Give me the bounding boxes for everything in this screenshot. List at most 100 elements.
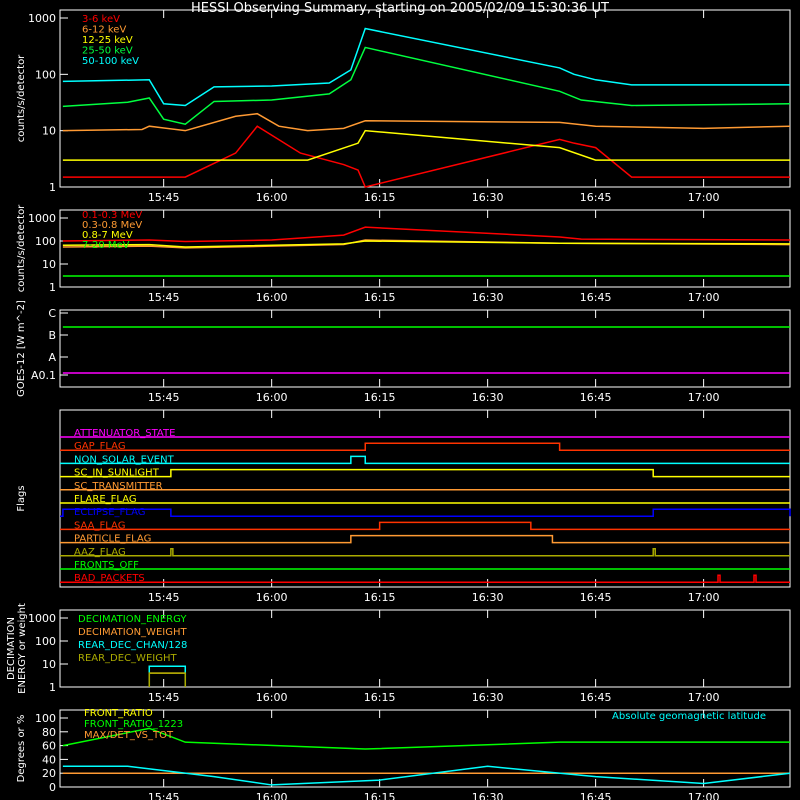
y-tick-label: 10 bbox=[42, 125, 56, 138]
flag-label: FRONTS_OFF bbox=[74, 560, 139, 571]
y-axis-label: ENERGY or weight bbox=[17, 603, 28, 694]
y-axis-label: GOES-12 [W m^-2] bbox=[16, 300, 27, 397]
time-tick-label: 16:00 bbox=[256, 391, 288, 404]
time-tick-label: 16:45 bbox=[580, 691, 612, 704]
legend-entry: REAR_DEC_CHAN/128 bbox=[78, 640, 187, 651]
y-tick-label: 10 bbox=[42, 658, 56, 671]
legend-entry: DECIMATION_ENERGY bbox=[78, 614, 187, 625]
y-tick-label: 80 bbox=[42, 726, 56, 739]
series-line bbox=[62, 27, 790, 107]
flag-label: ATTENUATOR_STATE bbox=[74, 428, 175, 439]
time-tick-label: 17:00 bbox=[688, 191, 720, 204]
decimation-line bbox=[148, 672, 187, 687]
flag-line bbox=[60, 521, 790, 531]
y-tick-label: A bbox=[48, 351, 56, 364]
y-tick-label: 1 bbox=[49, 181, 56, 194]
time-tick-label: 16:00 bbox=[256, 191, 288, 204]
y-tick-label: 1000 bbox=[28, 12, 56, 25]
geomagnetic-latitude-label: Absolute geomagnetic latitude bbox=[612, 711, 766, 722]
panel-frame-5 bbox=[59, 609, 791, 688]
time-tick-label: 17:00 bbox=[688, 791, 720, 800]
time-tick-label: 16:15 bbox=[364, 291, 396, 304]
series-line bbox=[62, 129, 790, 161]
time-tick-label: 16:15 bbox=[364, 191, 396, 204]
panel-frame-3 bbox=[59, 309, 791, 388]
y-tick-label: 100 bbox=[35, 635, 56, 648]
time-tick-label: 16:00 bbox=[256, 591, 288, 604]
flag-line bbox=[60, 508, 791, 517]
flag-label: PARTICLE_FLAG bbox=[74, 534, 151, 545]
time-tick-label: 16:30 bbox=[472, 591, 504, 604]
y-tick-label: B bbox=[48, 329, 56, 342]
flag-line bbox=[60, 468, 790, 478]
legend-entry: 7-20 MeV bbox=[82, 240, 130, 251]
y-tick-label: 100 bbox=[35, 68, 56, 81]
y-tick-label: A0.1 bbox=[31, 369, 56, 382]
y-axis-label: Degrees or % bbox=[16, 715, 27, 783]
flag-line bbox=[60, 534, 790, 544]
decimation-line bbox=[148, 665, 187, 687]
time-tick-label: 16:30 bbox=[472, 691, 504, 704]
series-line bbox=[62, 46, 791, 126]
time-tick-label: 15:45 bbox=[148, 191, 180, 204]
time-tick-label: 16:45 bbox=[580, 591, 612, 604]
flag-label: GAP_FLAG bbox=[74, 441, 126, 452]
time-tick-label: 16:45 bbox=[580, 791, 612, 800]
series-line bbox=[62, 125, 790, 188]
flag-label: SAA_FLAG bbox=[74, 520, 125, 531]
legend-entry: FRONT_RATIO_1223 bbox=[84, 719, 183, 730]
flag-label: FLARE_FLAG bbox=[74, 494, 137, 505]
legend-entry: 3-6 keV bbox=[82, 14, 120, 25]
legend-entry: 0.3-0.8 MeV bbox=[82, 220, 142, 231]
legend-entry: DECIMATION_WEIGHT bbox=[78, 627, 187, 638]
flag-line bbox=[60, 442, 790, 451]
ratio-line bbox=[62, 765, 791, 786]
time-tick-label: 17:00 bbox=[688, 391, 720, 404]
flag-label: SC_IN_SUNLIGHT bbox=[74, 468, 160, 479]
y-tick-label: 10 bbox=[42, 258, 56, 271]
time-tick-label: 16:15 bbox=[364, 391, 396, 404]
time-tick-label: 16:30 bbox=[472, 791, 504, 800]
flag-line bbox=[60, 548, 790, 557]
flag-label: SC_TRANSMITTER bbox=[74, 481, 163, 492]
legend-entry: 0.1-0.3 MeV bbox=[82, 210, 142, 221]
y-tick-label: 1000 bbox=[28, 212, 56, 225]
flag-label: BAD_PACKETS bbox=[74, 573, 145, 584]
series-line bbox=[62, 226, 791, 243]
time-tick-label: 16:00 bbox=[256, 691, 288, 704]
y-tick-label: 60 bbox=[42, 740, 56, 753]
y-tick-label: 40 bbox=[42, 753, 56, 766]
panel-frame-1 bbox=[59, 9, 791, 188]
time-tick-label: 16:45 bbox=[580, 191, 612, 204]
series-line bbox=[62, 112, 791, 132]
legend-entry: MAX/DET_VS_TOT bbox=[84, 730, 174, 741]
y-axis-label: counts/s/detector bbox=[16, 204, 27, 292]
legend-entry: 0.8-7 MeV bbox=[82, 230, 133, 241]
time-tick-label: 16:30 bbox=[472, 291, 504, 304]
flag-line bbox=[60, 574, 790, 583]
time-tick-label: 16:45 bbox=[580, 291, 612, 304]
time-tick-label: 16:45 bbox=[580, 391, 612, 404]
time-tick-label: 15:45 bbox=[148, 291, 180, 304]
decimation-line bbox=[148, 672, 187, 687]
chart-title: HESSI Observing Summary, starting on 200… bbox=[191, 1, 609, 16]
time-tick-label: 16:15 bbox=[364, 591, 396, 604]
time-tick-label: 17:00 bbox=[688, 691, 720, 704]
legend-entry: FRONT_RATIO bbox=[84, 708, 153, 719]
time-tick-label: 16:15 bbox=[364, 791, 396, 800]
time-tick-label: 16:30 bbox=[472, 191, 504, 204]
flag-label: ECLIPSE_FLAG bbox=[74, 507, 145, 518]
y-tick-label: 0 bbox=[49, 781, 56, 794]
y-tick-label: 1000 bbox=[28, 612, 56, 625]
y-tick-label: 1 bbox=[49, 681, 56, 694]
legend-entry: REAR_DEC_WEIGHT bbox=[78, 653, 177, 664]
time-tick-label: 15:45 bbox=[148, 691, 180, 704]
legend-entry: 12-25 keV bbox=[82, 35, 133, 46]
legend-entry: 50-100 keV bbox=[82, 56, 139, 67]
flag-label: NON_SOLAR_EVENT bbox=[74, 454, 175, 465]
panel-frame-4 bbox=[59, 409, 791, 588]
legend-entry: 25-50 keV bbox=[82, 46, 133, 57]
time-tick-label: 15:45 bbox=[148, 391, 180, 404]
y-tick-label: 1 bbox=[49, 281, 56, 294]
